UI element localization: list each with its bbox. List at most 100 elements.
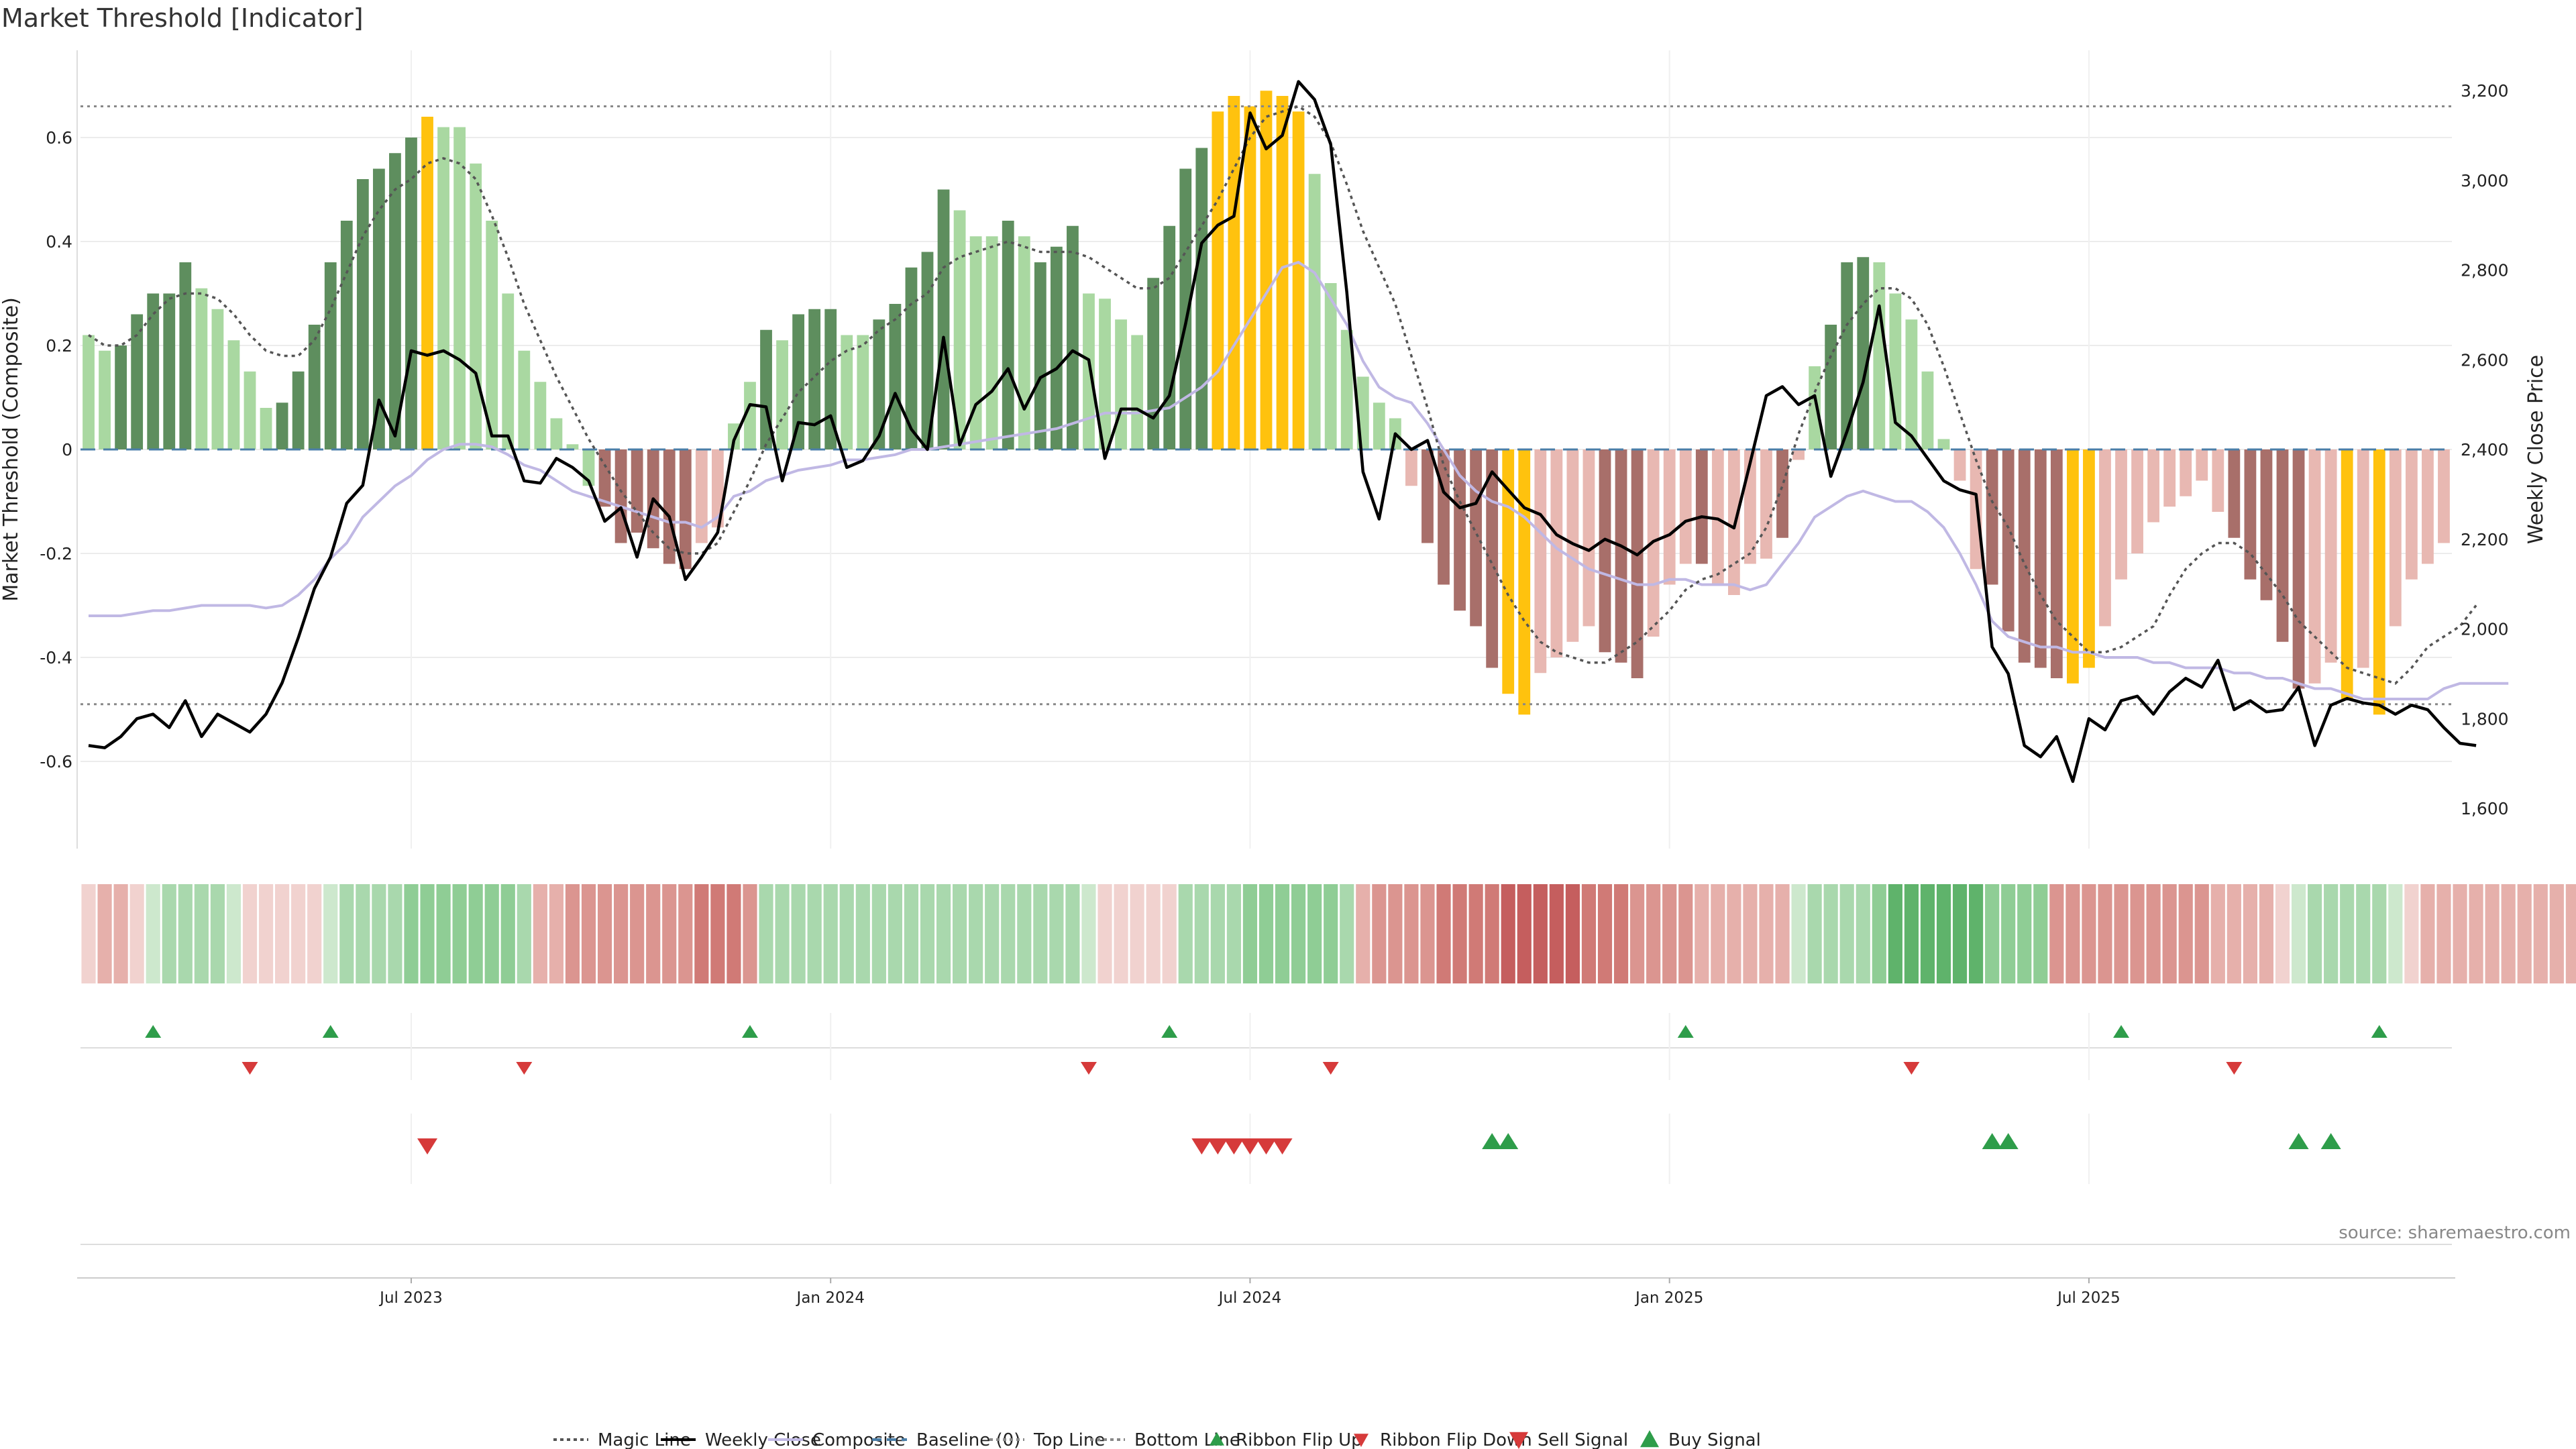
composite-bar: [2131, 449, 2143, 553]
signal-panel: [80, 1114, 2452, 1245]
ribbon-cell: [807, 884, 822, 983]
composite-bar: [1760, 449, 1772, 559]
ribbon-cell: [1388, 884, 1403, 983]
composite-bar: [1679, 449, 1692, 564]
composite-bar: [2244, 449, 2257, 580]
ribbon-cell: [97, 884, 112, 983]
legend-swatch: [1354, 1434, 1368, 1447]
composite-bar: [502, 293, 515, 449]
composite-bar: [1986, 449, 1998, 585]
composite-bar: [1921, 371, 1934, 449]
composite-bar: [1711, 449, 1724, 585]
ribbon-cell: [2178, 884, 2193, 983]
composite-bar: [598, 449, 611, 507]
ribbon-cell: [630, 884, 645, 983]
composite-bar: [1324, 283, 1337, 449]
date-tick-label: Jul 2025: [2056, 1289, 2121, 1307]
composite-bar: [2050, 449, 2063, 678]
composite-bar: [2018, 449, 2031, 663]
ribbon-flip-down-marker: [1080, 1062, 1097, 1075]
composite-bar: [2002, 449, 2015, 632]
y2-tick-label: 1,600: [2461, 799, 2509, 818]
ribbon-cell: [2259, 884, 2274, 983]
ribbon-cell: [775, 884, 790, 983]
composite-bar: [1792, 449, 1805, 460]
composite-bar: [227, 340, 240, 449]
ribbon-cell: [1501, 884, 1515, 983]
ribbon-flip-up-marker: [1161, 1025, 1178, 1038]
ribbon-cell: [2549, 884, 2564, 983]
composite-line: [89, 260, 2509, 700]
composite-bar: [2180, 449, 2192, 496]
ribbon-cell: [452, 884, 467, 983]
composite-bar: [631, 449, 643, 533]
buy-signal-marker: [2288, 1133, 2309, 1149]
date-tick-label: Jul 2023: [378, 1289, 443, 1307]
sell-signal-marker: [1272, 1138, 1293, 1155]
composite-bar: [356, 179, 369, 449]
ribbon-cell: [162, 884, 176, 983]
ribbon-flip-down-marker: [241, 1062, 258, 1075]
ribbon-cell: [1904, 884, 1919, 983]
composite-bar: [1308, 174, 1321, 449]
ribbon-cell: [855, 884, 870, 983]
ribbon-cell: [194, 884, 209, 983]
y2-tick-label: 3,200: [2461, 81, 2509, 101]
ribbon-cell: [839, 884, 854, 983]
ribbon-cell: [517, 884, 531, 983]
ribbon-cell: [1533, 884, 1548, 983]
y-axis-label: Market Threshold (Composite): [0, 297, 23, 602]
ribbon-cell: [1743, 884, 1758, 983]
ribbon-cell: [1468, 884, 1483, 983]
composite-bar: [1970, 449, 1982, 570]
composite-bar: [2099, 449, 2111, 627]
composite-bar: [1550, 449, 1563, 657]
y-tick-label: 0: [62, 440, 72, 460]
composite-bar: [1937, 439, 1950, 449]
ribbon-cell: [1356, 884, 1371, 983]
ribbon-cell: [2146, 884, 2161, 983]
ribbon-cell: [1210, 884, 1225, 983]
composite-bar: [808, 309, 821, 449]
composite-bar: [2438, 449, 2450, 543]
ribbon-cell: [1985, 884, 2000, 983]
ribbon-cell: [1162, 884, 1177, 983]
ribbon-cell: [1275, 884, 1290, 983]
ribbon-flip-up-marker: [2113, 1025, 2130, 1038]
ribbon-cell: [1081, 884, 1096, 983]
composite-bar: [1809, 366, 1821, 449]
composite-bar: [437, 127, 449, 449]
composite-bar: [2034, 449, 2047, 668]
legend-label: Top Line: [1033, 1430, 1105, 1449]
composite-bar: [1244, 106, 1256, 449]
ribbon-panel: [81, 884, 2576, 983]
legend-label: Ribbon Flip Down: [1380, 1430, 1532, 1449]
ribbon-cell: [1049, 884, 1064, 983]
ribbon-cell: [1178, 884, 1193, 983]
ribbon-cell: [953, 884, 967, 983]
ribbon-cell: [597, 884, 612, 983]
ribbon-cell: [2469, 884, 2483, 983]
composite-bar: [421, 117, 433, 449]
composite-bar: [372, 168, 385, 449]
y2-tick-label: 2,000: [2461, 620, 2509, 639]
composite-bar: [921, 252, 934, 449]
ribbon-cell: [323, 884, 338, 983]
ribbon-cell: [113, 884, 128, 983]
composite-bar: [905, 267, 918, 449]
y-tick-label: 0.2: [46, 336, 72, 356]
ribbon-cell: [388, 884, 402, 983]
ribbon-cell: [533, 884, 547, 983]
date-axis: Jul 2023 Jan 2024 Jul 2024 Jan 2025 Jul 2025: [378, 1278, 2121, 1307]
composite-bar: [2260, 449, 2273, 600]
sell-signal-marker: [1256, 1138, 1277, 1155]
composite-bar: [1405, 449, 1417, 486]
ribbon-cell: [372, 884, 386, 983]
composite-bar: [824, 309, 837, 449]
source-credit: source: sharemaestro.com: [2339, 1223, 2571, 1243]
ribbon-cell: [420, 884, 435, 983]
composite-bar: [324, 262, 337, 449]
ribbon-cell: [2082, 884, 2096, 983]
ribbon-cell: [2453, 884, 2467, 983]
y2-tick-label: 3,000: [2461, 171, 2509, 191]
